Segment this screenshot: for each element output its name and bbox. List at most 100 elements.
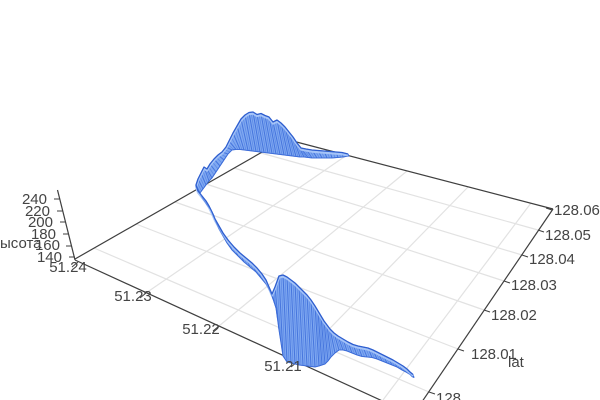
- curtain-stripe: [250, 112, 259, 152]
- curtain-stripe: [306, 294, 312, 367]
- curtain-stripe: [314, 305, 320, 367]
- curtain-stripe: [322, 318, 327, 363]
- x-tick: 51.21: [264, 358, 302, 375]
- curtain-stripe: [312, 302, 318, 367]
- curtain-stripe: [258, 113, 267, 153]
- floor-front-left: [74, 259, 382, 400]
- curtain-stripe: [290, 279, 296, 365]
- curtain-stripe: [264, 115, 273, 154]
- curtain-stripe: [284, 275, 290, 363]
- grid-line-x-51.23: [145, 154, 348, 294]
- curtain-stripe: [294, 282, 300, 366]
- curtain-stripe: [234, 129, 243, 150]
- grid-line-lat-128.05: [260, 152, 539, 231]
- tick-dash-15: [457, 348, 465, 352]
- curtain-stripe: [300, 288, 306, 366]
- z-axis-line: [56, 189, 76, 261]
- y-tick: 128.01: [471, 346, 517, 363]
- curtain-stripe: [280, 122, 289, 156]
- tick-dash-13: [503, 280, 511, 284]
- x-tick: 51.23: [114, 288, 152, 305]
- grid-line-lat-128.02: [174, 201, 485, 311]
- curtain-stripe: [329, 328, 336, 354]
- tick-dash-12: [521, 254, 529, 258]
- y-tick: 128: [436, 390, 461, 400]
- grid-line-x-51.20: [382, 202, 532, 400]
- curtain-stripe: [266, 116, 275, 154]
- tick-dash-11: [537, 229, 545, 233]
- curtain-stripe: [278, 121, 287, 156]
- curtain-stripe: [317, 310, 323, 366]
- curtain-stripe: [302, 290, 308, 367]
- curtain-stripe: [286, 276, 292, 364]
- tick-dash-7: [139, 292, 147, 299]
- curtain-stripe: [278, 275, 284, 357]
- tick-dash-14: [483, 309, 491, 313]
- curtain-stripe: [242, 116, 251, 151]
- curtain-stripe: [292, 281, 298, 365]
- y-tick: 128.05: [545, 227, 591, 244]
- curtain-stripe: [288, 278, 294, 364]
- z-tick: 220: [25, 203, 50, 220]
- x-tick: 51.24: [49, 259, 87, 276]
- curtain-stripe: [284, 126, 293, 157]
- curtain-stripe: [238, 122, 247, 151]
- curtain-stripe: [236, 125, 245, 151]
- tick-dash-10: [545, 207, 553, 211]
- z-tick: 200: [28, 214, 53, 231]
- tick-dash-16: [428, 391, 436, 395]
- floor-back-right: [284, 138, 554, 210]
- z-tick: 240: [22, 191, 47, 208]
- tick-dash-6: [71, 261, 79, 268]
- curtain-stripe: [310, 299, 316, 368]
- x-tick: 51.22: [182, 321, 220, 338]
- curtain-stripe: [296, 284, 302, 366]
- curtain-stripe: [282, 274, 288, 363]
- curtain-stripe: [319, 313, 324, 365]
- y-tick: 128.02: [491, 307, 537, 324]
- curtain-stripe: [272, 121, 281, 155]
- tick-dash-8: [212, 325, 220, 332]
- curtain-stripe: [316, 308, 321, 366]
- curtain-stripe: [246, 113, 255, 152]
- grid-line-lat-128.03: [205, 183, 505, 282]
- curtain-stripe: [230, 136, 239, 150]
- curtain-stripe: [248, 112, 257, 152]
- curtain-stripe: [244, 114, 253, 152]
- curtain-stripe: [254, 113, 263, 153]
- curtain-stripe: [282, 124, 291, 156]
- curtain-stripe: [262, 114, 271, 154]
- z-axis-title: ысота: [0, 235, 42, 252]
- curtain-stripe: [323, 320, 329, 362]
- curtain-stripe: [252, 111, 261, 153]
- curtain-stripe: [326, 324, 332, 358]
- elevation-curtain: [194, 111, 415, 378]
- grid-line-lat-128.00: [93, 247, 430, 393]
- z-tick: 180: [31, 226, 56, 243]
- y-tick: 128.06: [554, 202, 600, 219]
- curtain-stripe: [320, 315, 326, 365]
- floor-front-right: [422, 208, 554, 400]
- tick-marks: [54, 198, 553, 395]
- y-axis-title: lat: [508, 354, 525, 371]
- y-tick: 128.03: [511, 277, 557, 294]
- curtain-base-outline: [199, 149, 415, 378]
- curtain-top-cap: [194, 112, 414, 377]
- curtain-stripe: [280, 275, 286, 360]
- y-tick: 128.04: [529, 251, 575, 268]
- curtain-stripe: [268, 116, 277, 155]
- curtain-stripe: [240, 118, 249, 151]
- curtain-stripe: [304, 292, 310, 367]
- curtain-stripe: [298, 286, 304, 366]
- curtain-stripe: [328, 326, 334, 356]
- curtain-stripe: [270, 119, 279, 155]
- curtain-stripe: [325, 322, 330, 360]
- curtain-stripe: [274, 120, 283, 155]
- curtain-stripe: [276, 281, 282, 344]
- curtain-stripe: [276, 119, 285, 156]
- z-tick: 160: [35, 237, 60, 254]
- grid-line-lat-128.04: [233, 167, 523, 256]
